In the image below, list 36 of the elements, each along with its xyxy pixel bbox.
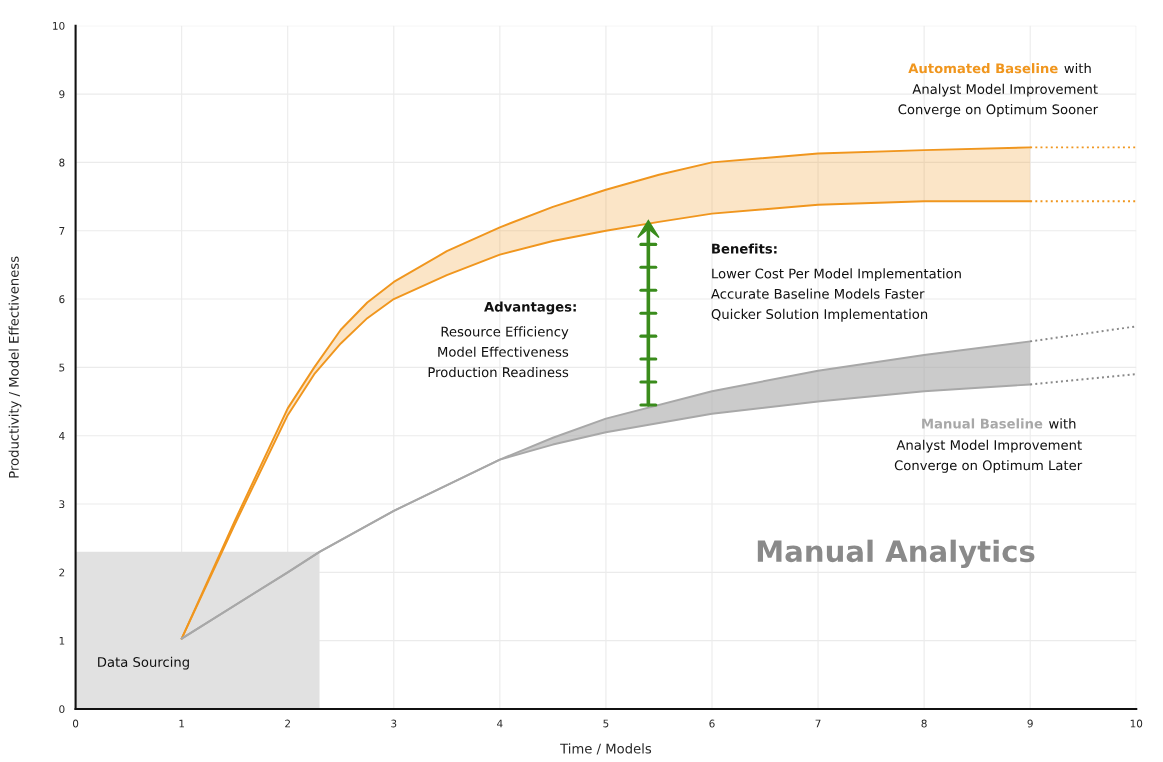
annotation: with bbox=[1064, 63, 1091, 74]
annotation: Advantages: bbox=[484, 301, 576, 315]
y-tick-label: 2 bbox=[59, 568, 65, 577]
x-tick-label: 10 bbox=[1130, 719, 1143, 728]
x-tick-label: 9 bbox=[1027, 719, 1033, 728]
annotation: Analyst Model Improvement Converge on Optimum Later bbox=[894, 439, 1083, 473]
y-tick-label: 7 bbox=[59, 227, 65, 235]
annotation: Manual Analytics bbox=[757, 539, 1035, 569]
y-tick-label: 6 bbox=[59, 295, 65, 304]
text: Manual Baseline bbox=[922, 418, 1043, 429]
y-tick-label: 5 bbox=[59, 363, 65, 372]
annotation: with bbox=[1049, 418, 1076, 429]
annotation: Benefits: bbox=[712, 243, 777, 254]
y-axis-title: Productivity / Model Effectiveness bbox=[8, 256, 22, 478]
x-axis-title: Time / Models bbox=[560, 743, 652, 755]
x-tick-label: 7 bbox=[815, 719, 821, 728]
y-tick-label: 0 bbox=[59, 705, 65, 714]
annotation: Analyst Model Improvement Converge on Optimum Sooner bbox=[898, 83, 1099, 117]
y-tick-label: 3 bbox=[59, 500, 65, 509]
x-tick-label: 2 bbox=[285, 719, 290, 728]
annotation: Lower Cost Per Model Implementation Accurate Baseline Models Faster Quicker Solution Implementation bbox=[711, 268, 961, 322]
annotation: Resource Efficiency Model Effectiveness Production Readiness bbox=[428, 326, 569, 378]
x-tick-label: 6 bbox=[709, 719, 715, 728]
y-tick-label: 4 bbox=[59, 432, 65, 440]
x-tick-label: 8 bbox=[921, 719, 927, 728]
annotation: Data Sourcing bbox=[98, 656, 189, 670]
x-tick-label: 1 bbox=[179, 719, 185, 728]
y-tick-label: 1 bbox=[59, 637, 65, 645]
y-tick-label: 9 bbox=[59, 90, 65, 99]
text: Automated Baseline bbox=[908, 63, 1058, 74]
x-tick-label: 5 bbox=[603, 719, 609, 728]
x-tick-label: 4 bbox=[497, 719, 503, 728]
y-tick-label: 10 bbox=[53, 21, 65, 30]
y-tick-label: 8 bbox=[59, 158, 65, 167]
x-tick-label: 0 bbox=[72, 719, 79, 728]
x-tick-label: 3 bbox=[391, 719, 397, 728]
